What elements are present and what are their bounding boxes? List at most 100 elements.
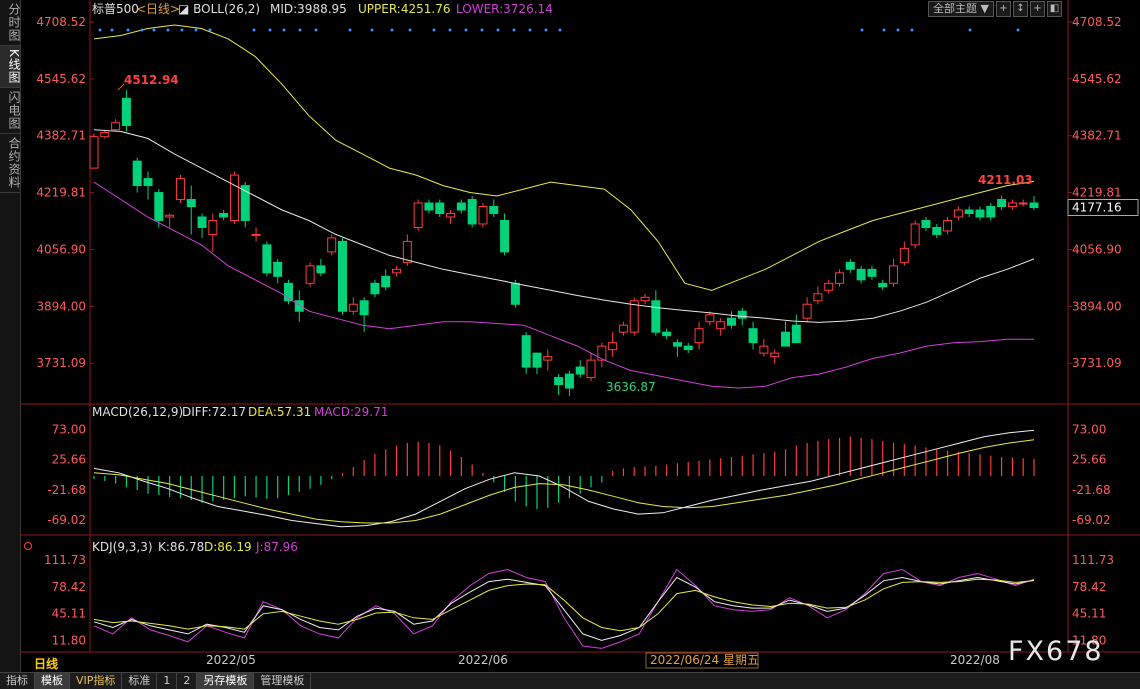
theme-dropdown[interactable]: 全部主题 ▼ [928,1,994,17]
candle-body[interactable] [89,136,99,169]
candle-body[interactable] [121,97,131,127]
candle-body[interactable] [845,261,855,270]
candle-body[interactable] [726,317,736,326]
bottom-tab-7[interactable]: 管理模板 [254,673,312,689]
candle-body[interactable] [1007,202,1017,208]
candle-body[interactable] [370,282,380,295]
candle-body[interactable] [435,202,445,214]
candle-body[interactable] [456,202,466,211]
candle-body[interactable] [759,345,769,354]
candle-body[interactable] [510,282,520,305]
candle-body[interactable] [586,359,596,379]
candle-body[interactable] [856,268,866,281]
candle-body[interactable] [575,366,585,375]
candle-body[interactable] [932,226,942,235]
candle-body[interactable] [662,331,672,337]
candle-body[interactable] [953,209,963,218]
candle-body[interactable] [251,233,261,236]
bottom-tab-2[interactable]: VIP指标 [70,673,123,689]
candle-body[interactable] [705,314,715,323]
candle-body[interactable] [554,377,564,386]
bottom-tab-4[interactable]: 1 [157,673,178,689]
zoom-in-button[interactable]: + [995,1,1011,17]
candle-body[interactable] [219,212,229,218]
chart-area[interactable]: 4708.52 4708.52 4545.62 4545.62 4382.71 4382.… [20,0,1140,672]
candle-body[interactable] [111,122,121,131]
candle-body[interactable] [597,345,607,361]
candle-body[interactable] [446,212,456,218]
candle-body[interactable] [737,310,747,319]
candle-body[interactable] [867,268,877,277]
candle-body[interactable] [878,282,888,288]
side-tab-1[interactable]: K线图 [0,46,21,88]
candle-body[interactable] [640,296,650,302]
side-tab-0[interactable]: 分时图 [0,0,21,46]
candle-body[interactable] [132,160,142,187]
candle-body[interactable] [229,174,239,221]
candle-body[interactable] [997,199,1007,208]
timeframe-label[interactable]: 日线 [34,657,59,671]
candle-body[interactable] [240,185,250,221]
candle-body[interactable] [478,206,488,225]
candle-body[interactable] [889,265,899,284]
candle-body[interactable] [424,202,434,211]
candle-body[interactable] [273,261,283,277]
candle-body[interactable] [770,352,780,358]
candle-body[interactable] [402,240,412,263]
candle-body[interactable] [564,373,574,389]
candle-body[interactable] [500,219,510,253]
candle-body[interactable] [532,352,542,368]
candle-body[interactable] [899,247,909,263]
candle-body[interactable] [305,265,315,284]
candle-body[interactable] [413,202,423,228]
candle-body[interactable] [197,216,207,228]
candle-body[interactable] [154,192,164,221]
candle-body[interactable] [780,331,790,347]
candle-body[interactable] [294,300,304,312]
candle-body[interactable] [165,214,175,218]
candle-body[interactable] [716,321,726,330]
candle-body[interactable] [186,199,196,208]
candle-body[interactable] [283,282,293,302]
candle-body[interactable] [964,209,974,214]
scale-button[interactable]: ↕ [1012,1,1028,17]
candle-body[interactable] [316,265,326,274]
candle-body[interactable] [143,178,153,187]
candle-body[interactable] [629,300,639,333]
candle-body[interactable] [1029,202,1039,209]
candle-body[interactable] [910,223,920,246]
candle-body[interactable] [489,206,499,214]
add-indicator-button[interactable]: + [1029,1,1045,17]
candle-body[interactable] [338,240,348,312]
candle-body[interactable] [943,219,953,232]
candle-body[interactable] [359,300,369,316]
bottom-tab-0[interactable]: 指标 [0,673,35,689]
candle-body[interactable] [392,268,402,274]
candle-body[interactable] [791,324,801,344]
candle-body[interactable] [381,275,391,288]
candle-body[interactable] [975,209,985,218]
candle-body[interactable] [175,178,185,201]
kdj-panel[interactable] [93,568,1035,649]
candle-body[interactable] [651,300,661,333]
candle-body[interactable] [100,132,110,138]
candle-body[interactable] [262,244,272,274]
candle-body[interactable] [348,303,358,312]
price-panel[interactable] [89,24,1039,397]
bottom-tab-1[interactable]: 模板 [35,673,70,689]
bottom-tab-3[interactable]: 标准 [122,673,158,689]
macd-panel[interactable] [93,429,1035,528]
candle-body[interactable] [835,272,845,284]
candle-body[interactable] [327,237,337,253]
candle-body[interactable] [802,303,812,319]
candle-body[interactable] [467,199,477,225]
bottom-tab-6[interactable]: 另存模板 [197,673,255,689]
candle-body[interactable] [748,328,758,344]
candle-body[interactable] [824,282,834,291]
candle-body[interactable] [543,356,553,361]
candle-body[interactable] [986,206,996,218]
candle-body[interactable] [683,345,693,351]
candle-body[interactable] [521,335,531,368]
kdj-settings-icon[interactable] [24,542,32,550]
side-tab-2[interactable]: 闪电图 [0,88,21,134]
